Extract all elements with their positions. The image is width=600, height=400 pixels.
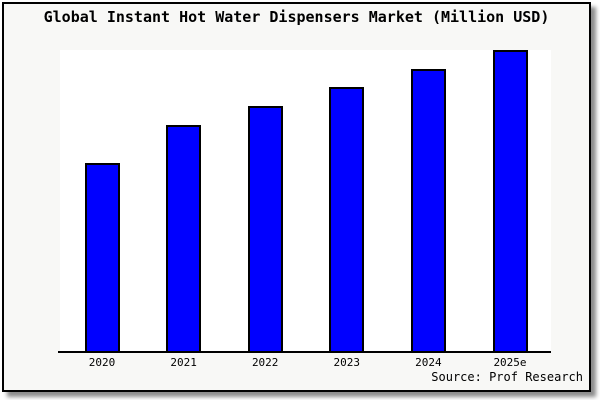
x-axis-label-2025e: 2025e: [493, 356, 527, 369]
chart-bar-2020: [84, 163, 120, 351]
plot-area: [60, 50, 551, 351]
x-axis-line: [58, 351, 551, 353]
chart-bar-2022: [247, 106, 283, 351]
x-axis-label-2021: 2021: [170, 356, 197, 369]
x-axis-label-2022: 2022: [251, 356, 279, 369]
chart-bar-2023: [329, 87, 365, 351]
chart-bar-2021: [166, 125, 202, 351]
chart-frame: Global Instant Hot Water Dispensers Mark…: [2, 2, 591, 392]
source-note: Source: Prof Research: [431, 370, 583, 384]
chart-bar-2025e: [492, 50, 528, 351]
chart-title: Global Instant Hot Water Dispensers Mark…: [43, 8, 550, 26]
x-axis-label-2024: 2024: [415, 356, 442, 369]
x-axis-label-2020: 2020: [88, 356, 116, 369]
chart-bar-2024: [410, 69, 446, 351]
x-axis-label-2023: 2023: [333, 356, 361, 369]
